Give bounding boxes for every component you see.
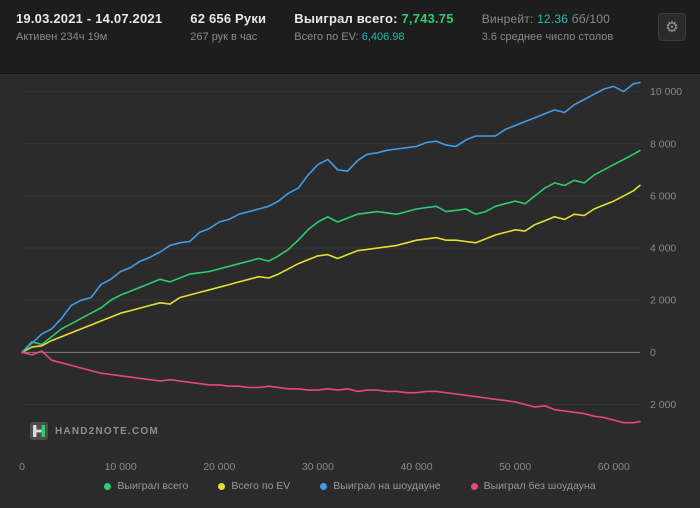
ev-total-value: 6,406.98	[361, 31, 405, 43]
won-total-label: Выиграл всего:	[294, 11, 398, 26]
hand2note-logo-text: HAND2NOTE.COM	[55, 425, 159, 437]
hands-per-hour: 267 рук в час	[190, 31, 258, 43]
svg-text:30 000: 30 000	[302, 461, 334, 473]
svg-text:0: 0	[19, 461, 25, 473]
stats-header: 19.03.2021 - 14.07.2021 Активен 234ч 19м…	[0, 0, 700, 74]
svg-text:4 000: 4 000	[650, 243, 676, 255]
svg-text:6 000: 6 000	[650, 190, 676, 202]
settings-button[interactable]: ⚙	[658, 13, 686, 41]
won-total-value: 7,743.75	[401, 11, 454, 26]
avg-tables: 3.6 среднее число столов	[481, 31, 614, 43]
legend-label: Выиграл на шоудауне	[333, 480, 441, 492]
hands-count: 62 656 Руки	[190, 11, 267, 26]
legend-label: Выиграл всего	[117, 480, 189, 492]
svg-text:20 000: 20 000	[203, 461, 235, 473]
legend-label: Выиграл без шоудауна	[483, 480, 596, 492]
svg-text:40 000: 40 000	[400, 461, 432, 473]
winrate-unit: бб/100	[571, 12, 610, 26]
ev-total-dot-icon	[218, 482, 226, 490]
non-showdown-dot-icon	[470, 482, 478, 490]
svg-text:50 000: 50 000	[499, 461, 531, 473]
gear-icon: ⚙	[665, 18, 679, 36]
hand2note-logo: HAND2NOTE.COM	[30, 422, 159, 440]
won-total-line: Выиграл всего: 7,743.75	[294, 11, 453, 26]
legend-item-non-showdown[interactable]: Выиграл без шоудауна	[470, 480, 596, 492]
svg-text:10 000: 10 000	[650, 86, 682, 98]
winnings-block: Выиграл всего: 7,743.75 Всего по EV: 6,4…	[294, 11, 453, 43]
svg-text:10 000: 10 000	[105, 461, 137, 473]
svg-text:60 000: 60 000	[598, 461, 630, 473]
active-time: Активен 234ч 19м	[16, 31, 108, 43]
hand2note-logo-icon	[30, 422, 48, 440]
svg-text:2 000: 2 000	[650, 399, 676, 411]
chart-legend: Выиграл всего Всего по EV Выиграл на шоу…	[0, 480, 700, 492]
winrate-value: 12.36	[537, 12, 569, 26]
svg-text:8 000: 8 000	[650, 138, 676, 150]
winnings-chart: 10 000 8 000 6 000 4 000 2 000 0 2 000 0 10 000 2…	[19, 81, 682, 473]
legend-item-ev-total[interactable]: Всего по EV	[218, 480, 290, 492]
ev-total-line: Всего по EV: 6,406.98	[294, 31, 453, 43]
legend-label: Всего по EV	[231, 480, 291, 492]
legend-item-showdown[interactable]: Выиграл на шоудауне	[320, 480, 441, 492]
svg-text:2 000: 2 000	[650, 295, 676, 307]
svg-text:0: 0	[650, 347, 656, 359]
winrate-line: Винрейт: 12.36 бб/100	[482, 11, 614, 26]
hands-block: 62 656 Руки 267 рук в час	[190, 11, 266, 43]
winrate-block: Винрейт: 12.36 бб/100 3.6 среднее число …	[482, 11, 614, 43]
won-total-dot-icon	[104, 482, 112, 490]
date-range-block: 19.03.2021 - 14.07.2021 Активен 234ч 19м	[16, 11, 162, 43]
winrate-label: Винрейт:	[481, 12, 534, 26]
legend-item-won-total[interactable]: Выиграл всего	[104, 480, 188, 492]
date-range: 19.03.2021 - 14.07.2021	[16, 11, 163, 26]
ev-total-label: Всего по EV:	[294, 31, 359, 43]
showdown-dot-icon	[320, 482, 328, 490]
